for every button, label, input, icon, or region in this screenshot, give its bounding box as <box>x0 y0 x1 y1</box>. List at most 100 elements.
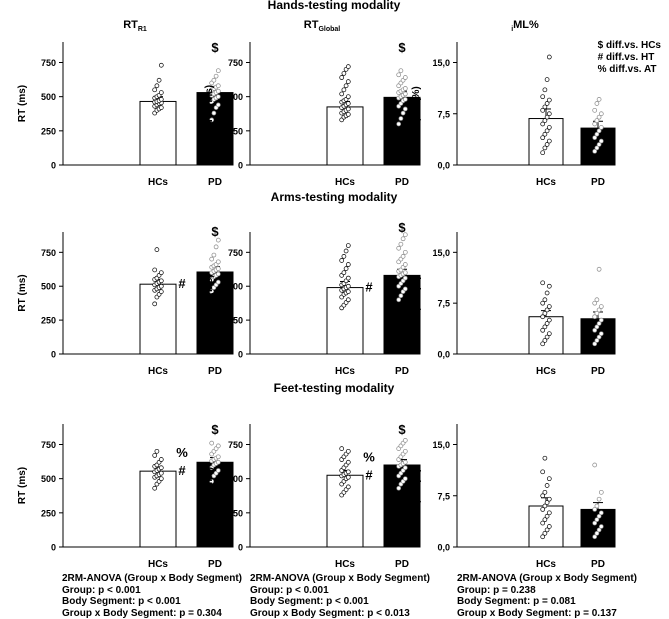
y-tick-label: 500 <box>228 92 243 102</box>
ylabel-main: ML (%) <box>411 276 422 309</box>
data-point <box>346 460 350 464</box>
bar-hcs <box>327 288 363 354</box>
stats-group: Group: p < 0.001 <box>62 585 242 597</box>
x-tick-label: HCs <box>148 366 168 377</box>
data-point <box>403 466 407 470</box>
data-point <box>216 272 220 276</box>
data-point <box>595 504 599 508</box>
data-point <box>403 97 407 101</box>
row-title: Hands-testing modality <box>268 0 401 12</box>
x-tick-label: HCs <box>536 177 556 188</box>
stats-body-segment: Body Segment: p < 0.001 <box>62 596 242 608</box>
data-point <box>547 511 551 515</box>
data-point <box>599 112 603 116</box>
data-point <box>401 111 405 115</box>
data-point <box>216 280 220 284</box>
data-point <box>545 291 549 295</box>
data-point <box>541 95 545 99</box>
y-tick-label: 250 <box>228 316 243 326</box>
y-tick-label: 0 <box>238 350 243 360</box>
data-point <box>403 477 407 481</box>
ylabel-main: RT (ms) <box>17 467 28 504</box>
data-point <box>403 92 407 96</box>
significance-marker-dollar: $ <box>211 422 219 437</box>
data-point <box>159 284 163 288</box>
data-point <box>547 477 551 481</box>
y-tick-label: 750 <box>228 440 243 450</box>
y-axis-label: RT (ms) <box>204 85 215 122</box>
y-tick-label: 0 <box>238 543 243 553</box>
ylabel-main: RT (ms) <box>204 467 215 504</box>
data-point <box>214 245 218 249</box>
x-tick-label: PD <box>208 177 222 188</box>
data-point <box>545 78 549 82</box>
title-main: RT <box>123 19 138 31</box>
bar-hcs <box>529 119 563 165</box>
stats-block-rt-r1: 2RM-ANOVA (Group x Body Segment) Group: … <box>62 573 242 619</box>
data-point <box>340 76 344 80</box>
data-point <box>599 125 603 129</box>
ylabel-main: ML (%) <box>411 86 422 119</box>
significance-marker-hash: # <box>365 467 373 482</box>
data-point <box>397 122 401 126</box>
significance-marker-hash: # <box>178 463 186 478</box>
data-point <box>397 246 401 250</box>
y-tick-label: 7,5 <box>437 109 450 119</box>
significance-marker-dollar: $ <box>211 224 219 239</box>
y-tick-label: 500 <box>41 282 56 292</box>
significance-marker-dollar: $ <box>211 40 219 55</box>
data-point <box>153 88 157 92</box>
panel-title: iML% <box>511 19 539 33</box>
data-point <box>399 117 403 121</box>
stats-group: Group: p < 0.001 <box>250 585 430 597</box>
data-point <box>547 318 551 322</box>
data-point <box>346 475 350 479</box>
data-point <box>212 78 216 82</box>
y-tick-label: 750 <box>41 440 56 450</box>
data-point <box>346 290 350 294</box>
data-point <box>157 78 161 82</box>
row-title: Feet-testing modality <box>274 381 395 395</box>
data-point <box>344 249 348 253</box>
data-point <box>599 511 603 515</box>
significance-marker-hash: # <box>365 280 373 295</box>
data-point <box>346 485 350 489</box>
y-tick-label: 250 <box>228 126 243 136</box>
y-tick-label: 500 <box>228 474 243 484</box>
data-point <box>159 97 163 101</box>
stats-heading: 2RM-ANOVA (Group x Body Segment) <box>62 573 242 585</box>
data-point <box>403 449 407 453</box>
y-tick-label: 0 <box>51 543 56 553</box>
significance-marker-percent: % <box>176 445 188 460</box>
x-tick-label: PD <box>208 366 222 377</box>
y-tick-label: 0,0 <box>437 350 450 360</box>
data-point <box>595 298 599 302</box>
data-point <box>216 260 220 264</box>
bar-hcs <box>529 506 563 547</box>
data-point <box>403 86 407 90</box>
data-point <box>543 456 547 460</box>
significance-marker-hash: # <box>178 276 186 291</box>
y-tick-label: 250 <box>228 508 243 518</box>
data-point <box>216 69 220 73</box>
panel-title: RTGlobal <box>304 19 341 33</box>
data-point <box>543 88 547 92</box>
data-point <box>159 271 163 275</box>
x-tick-label: PD <box>591 559 605 570</box>
data-point <box>344 267 348 271</box>
x-tick-label: HCs <box>335 366 355 377</box>
y-tick-label: 500 <box>41 92 56 102</box>
x-tick-label: PD <box>395 559 409 570</box>
data-point <box>155 449 159 453</box>
data-point <box>159 279 163 283</box>
data-point <box>403 76 407 80</box>
significance-marker-dollar: $ <box>398 40 406 55</box>
title-subscript: R1 <box>138 26 147 33</box>
x-tick-label: PD <box>208 559 222 570</box>
data-point <box>155 84 159 88</box>
y-tick-label: 7,5 <box>437 491 450 501</box>
data-point <box>159 106 163 110</box>
